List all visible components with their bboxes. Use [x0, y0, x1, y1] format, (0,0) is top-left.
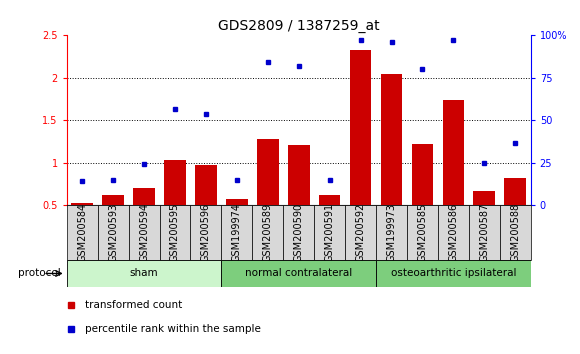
Text: transformed count: transformed count [85, 300, 183, 310]
Text: percentile rank within the sample: percentile rank within the sample [85, 324, 261, 334]
Bar [376, 205, 407, 260]
Bar [190, 205, 222, 260]
Bar [438, 205, 469, 260]
Bar [102, 195, 124, 205]
Bar [412, 144, 433, 205]
Text: GSM200586: GSM200586 [448, 203, 458, 262]
Text: GSM200594: GSM200594 [139, 203, 149, 262]
Bar [473, 191, 495, 205]
Bar [407, 205, 438, 260]
Bar [350, 50, 371, 205]
Bar [380, 74, 403, 205]
Bar [252, 205, 283, 260]
Text: normal contralateral: normal contralateral [245, 268, 352, 279]
Text: GSM200592: GSM200592 [356, 203, 365, 262]
Bar [500, 205, 531, 260]
Text: GSM200591: GSM200591 [325, 203, 335, 262]
Bar [67, 205, 97, 260]
Text: GSM199973: GSM199973 [386, 203, 397, 262]
Bar [376, 260, 531, 287]
Bar [160, 205, 190, 260]
Text: osteoarthritic ipsilateral: osteoarthritic ipsilateral [390, 268, 516, 279]
Text: GSM199974: GSM199974 [232, 203, 242, 262]
Bar [164, 160, 186, 205]
Text: GSM200595: GSM200595 [170, 203, 180, 262]
Bar [195, 165, 217, 205]
Bar [505, 178, 526, 205]
Text: GSM200588: GSM200588 [510, 203, 520, 262]
Text: GSM200593: GSM200593 [108, 203, 118, 262]
Bar [71, 203, 93, 205]
Text: GSM200590: GSM200590 [293, 203, 304, 262]
Bar [283, 205, 314, 260]
Bar [443, 100, 464, 205]
Bar [129, 205, 160, 260]
Bar [67, 260, 222, 287]
Bar [288, 145, 310, 205]
Text: GSM200596: GSM200596 [201, 203, 211, 262]
Bar [222, 260, 376, 287]
Text: protocol: protocol [18, 268, 61, 279]
Text: GSM200585: GSM200585 [418, 203, 427, 262]
Text: GSM200584: GSM200584 [77, 203, 87, 262]
Bar [97, 205, 129, 260]
Bar [133, 188, 155, 205]
Title: GDS2809 / 1387259_at: GDS2809 / 1387259_at [218, 19, 379, 33]
Text: sham: sham [130, 268, 158, 279]
Bar [314, 205, 345, 260]
Bar [226, 199, 248, 205]
Bar [319, 195, 340, 205]
Bar [345, 205, 376, 260]
Bar [257, 139, 278, 205]
Bar [222, 205, 252, 260]
Text: GSM200587: GSM200587 [479, 203, 490, 262]
Bar [469, 205, 500, 260]
Text: GSM200589: GSM200589 [263, 203, 273, 262]
